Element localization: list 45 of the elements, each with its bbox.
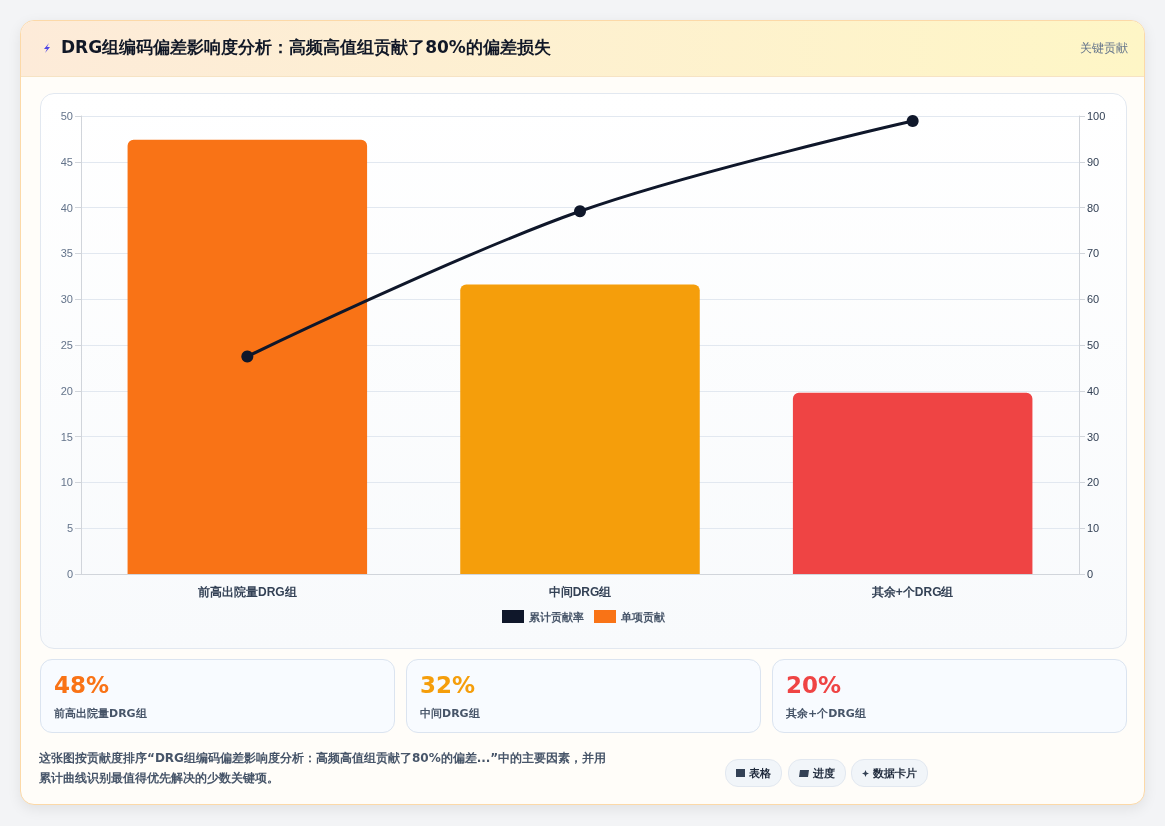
y2-tick-label: 60 (1087, 293, 1100, 306)
y2-tick-label: 100 (1087, 110, 1106, 122)
category-label: 中间DRG组 (420, 707, 480, 720)
y-tick-label: 0 (66, 568, 73, 580)
x-tick-label: 中间DRG组 (548, 585, 612, 599)
legend-label: 累计贡献率 (528, 610, 584, 624)
y-tick-label: 15 (60, 430, 73, 443)
text: 数据卡片 (873, 765, 917, 781)
y-tick-label: 20 (60, 384, 73, 397)
category-label: 其余+个DRG组 (786, 707, 866, 720)
y2-tick-label: 80 (1087, 201, 1100, 214)
y2-tick-label: 90 (1087, 155, 1100, 168)
y2-tick-label: 50 (1087, 339, 1100, 351)
point (241, 350, 254, 363)
bar (127, 139, 368, 574)
text: 32% (420, 672, 476, 698)
text: 表格 (749, 765, 771, 781)
bar (460, 284, 700, 574)
y2-tick-label: 10 (1087, 522, 1100, 535)
y-tick-label: 45 (60, 155, 73, 168)
y-tick-label: 10 (60, 476, 73, 489)
y2-tick-label: 20 (1087, 476, 1100, 489)
y-tick-label: 25 (60, 339, 73, 351)
x-tick-label: 前高出院量DRG组 (197, 585, 297, 599)
point (574, 205, 586, 218)
y-tick-label: 30 (60, 293, 73, 306)
y-tick-label: 5 (66, 522, 73, 535)
bar (792, 392, 1033, 574)
chart-title: DRG组编码偏差影响度分析：高频高值组贡献了80%的偏差损失 (61, 36, 551, 59)
y2-tick-label: 30 (1087, 430, 1100, 443)
text: 进度 (813, 765, 835, 781)
legend-label: 单项贡献 (620, 610, 666, 624)
text: 48% (54, 672, 110, 698)
y-tick-label: 50 (60, 110, 73, 122)
y2-tick-label: 0 (1087, 568, 1094, 580)
category-label: 前高出院量DRG组 (54, 707, 147, 720)
point (906, 115, 919, 128)
x-tick-label: 其余+个DRG组 (870, 585, 954, 599)
text: 这张图按贡献度排序“DRG组编码偏差影响度分析：高频高值组贡献了80%的偏差...”中的主要因素，并用累计曲线识别最值得优先解决的少数关键项。 (39, 750, 608, 787)
y-tick-label: 40 (60, 201, 73, 214)
text: 20% (786, 672, 842, 698)
y-tick-label: 35 (60, 247, 73, 260)
text: 关键贡献 (1080, 40, 1128, 57)
y2-tick-label: 40 (1087, 384, 1100, 397)
y2-tick-label: 70 (1087, 247, 1100, 260)
